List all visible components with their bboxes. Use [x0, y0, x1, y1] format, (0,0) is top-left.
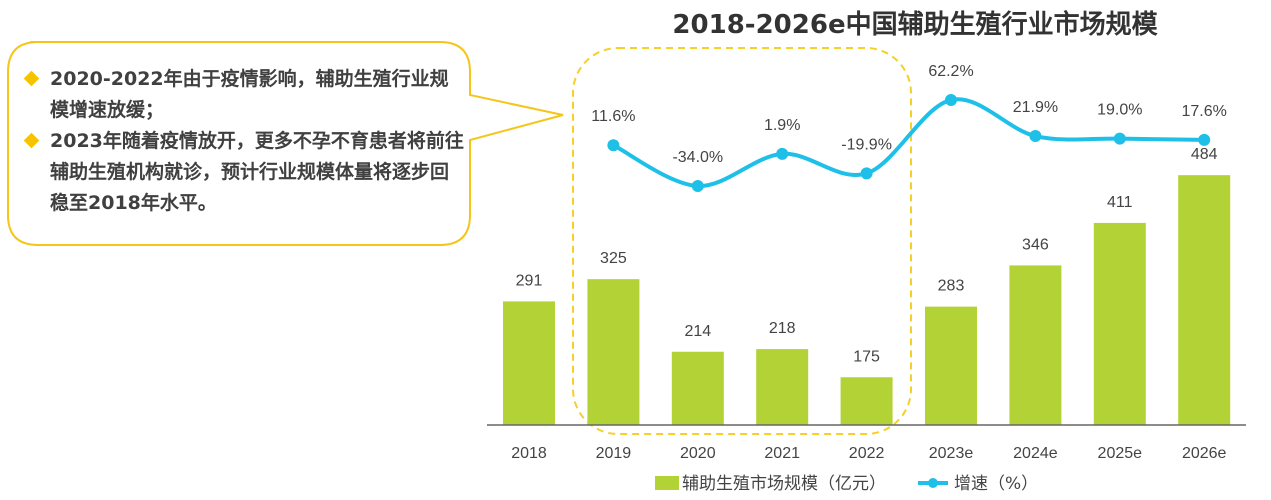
x-tick-label: 2026e [1182, 445, 1227, 462]
bar-label: 175 [853, 348, 880, 365]
growth-line [612, 97, 1205, 189]
diamond-bullet-icon [23, 132, 40, 149]
growth-point-2023e [945, 93, 957, 106]
bar-2023e [925, 306, 977, 425]
x-tick-label: 2022 [849, 445, 885, 462]
legend-line-marker [928, 478, 938, 488]
growth-label: 19.0% [1097, 102, 1142, 119]
bar-label: 214 [684, 323, 711, 340]
growth-point-2022 [860, 167, 873, 180]
growth-label: 1.9% [764, 117, 800, 134]
bar-2025e [1093, 222, 1146, 425]
bar-label: 411 [1107, 194, 1133, 211]
legend-bar-swatch [655, 476, 679, 490]
callout-bullet: 2023年随着疫情放开，更多不孕不育患者将前往辅助生殖机构就诊，预计行业规模体量… [23, 126, 464, 219]
callout-bubble [7, 41, 564, 246]
bar-label: 346 [1022, 236, 1049, 253]
bar-2018 [503, 301, 555, 425]
bar-2024e [1009, 265, 1062, 425]
growth-label: 11.6% [591, 108, 635, 125]
x-tick-label: 2019 [596, 445, 632, 462]
callout-bullet-text: 2023年随着疫情放开，更多不孕不育患者将前往辅助生殖机构就诊，预计行业规模体量… [50, 130, 464, 214]
growth-label: 21.9% [1013, 99, 1058, 116]
growth-label: -34.0% [672, 149, 723, 166]
bar-2026e [1178, 175, 1231, 425]
x-tick-label: 2021 [764, 445, 800, 462]
legend-bar-label: 辅助生殖市场规模（亿元） [682, 474, 886, 494]
x-tick-label: 2020 [680, 445, 716, 462]
chart-title: 2018-2026e中国辅助生殖行业市场规模 [672, 10, 1158, 40]
bar-2022 [840, 377, 893, 425]
x-tick-label: 2023e [929, 445, 974, 462]
growth-point-2021 [776, 147, 789, 160]
legend-line-label: 增速（%） [954, 474, 1038, 494]
bar-2021 [756, 349, 809, 425]
bar-label: 484 [1191, 146, 1218, 163]
callout-bullet-text: 2020-2022年由于疫情影响，辅助生殖行业规模增速放缓； [50, 68, 449, 121]
growth-point-2019 [607, 139, 620, 152]
bar-2019 [587, 279, 640, 425]
growth-point-2020 [691, 180, 704, 192]
growth-point-2026e [1198, 133, 1211, 146]
callout-text: 2020-2022年由于疫情影响，辅助生殖行业规模增速放缓； 2023年随着疫情… [23, 64, 464, 219]
bar-label: 218 [769, 320, 796, 337]
growth-label: 62.2% [928, 63, 973, 80]
growth-point-2024e [1029, 130, 1042, 143]
callout-bullet: 2020-2022年由于疫情影响，辅助生殖行业规模增速放缓； [23, 64, 464, 126]
x-tick-label: 2018 [511, 445, 547, 462]
x-tick-label: 2024e [1013, 445, 1058, 462]
growth-point-2025e [1113, 132, 1126, 145]
bar-label: 291 [516, 272, 543, 289]
bar-2020 [671, 351, 724, 425]
growth-label: 17.6% [1182, 103, 1227, 120]
bar-label: 325 [600, 250, 627, 267]
bar-label: 283 [938, 278, 965, 295]
growth-label: -19.9% [841, 136, 892, 153]
x-tick-label: 2025e [1098, 445, 1143, 462]
highlight-box [572, 47, 912, 435]
diamond-bullet-icon [23, 70, 40, 87]
